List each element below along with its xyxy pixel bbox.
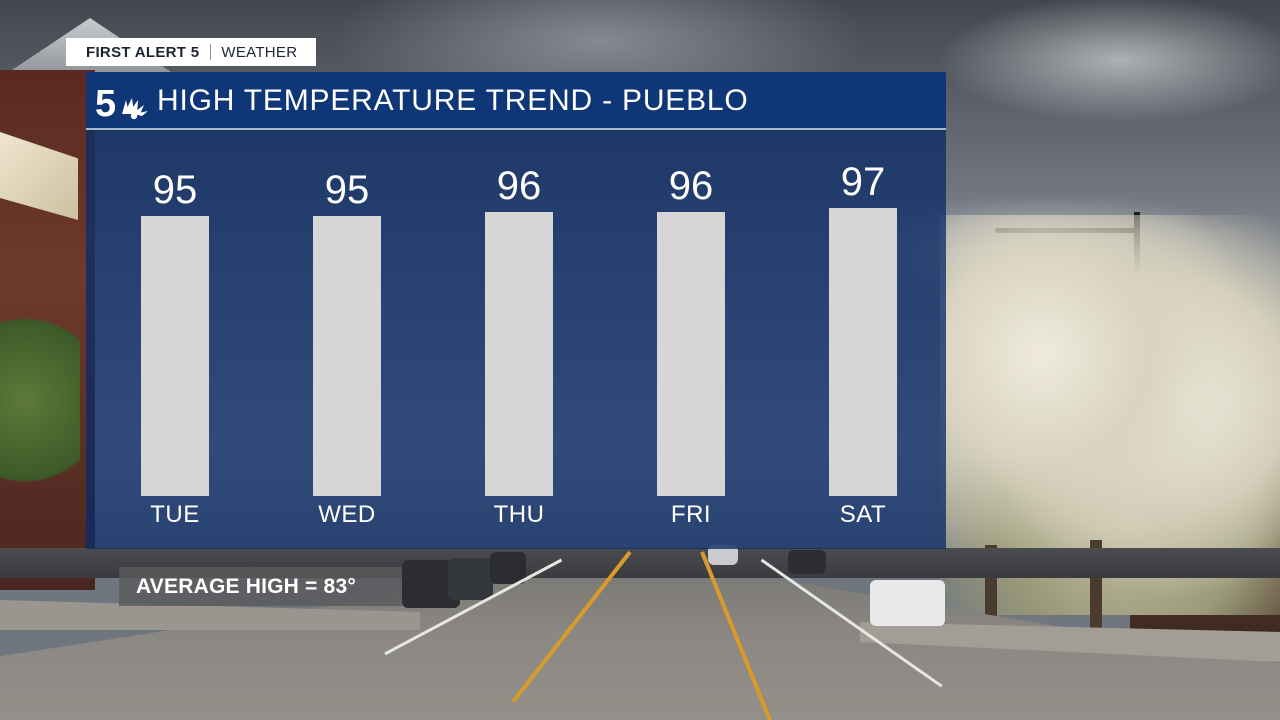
data-label-wed: 95 bbox=[325, 168, 370, 212]
data-label-fri: 96 bbox=[669, 164, 714, 208]
panel-header: 5 HIGH TEMPERATURE TREND - PUEBLO bbox=[86, 72, 946, 130]
tick-label-wed: WED bbox=[318, 501, 376, 528]
bar-wed bbox=[313, 216, 381, 496]
brand-name: FIRST ALERT 5 bbox=[86, 43, 200, 61]
data-label-tue: 95 bbox=[153, 168, 198, 212]
chart-title: HIGH TEMPERATURE TREND - PUEBLO bbox=[157, 84, 749, 117]
svg-text:5: 5 bbox=[95, 83, 116, 122]
bar-chart: 95 TUE 95 WED 96 THU 96 FRI 97 SAT bbox=[141, 160, 897, 528]
brand-section: WEATHER bbox=[221, 43, 298, 61]
bar-fri bbox=[657, 212, 725, 496]
bar-thu bbox=[485, 212, 553, 496]
tick-label-tue: TUE bbox=[150, 501, 200, 528]
average-high-badge: AVERAGE HIGH = 83° bbox=[119, 567, 402, 606]
distant-car bbox=[788, 550, 826, 574]
tree-left bbox=[0, 300, 80, 500]
bar-tue bbox=[141, 216, 209, 496]
brand-divider bbox=[210, 44, 212, 60]
chart-panel: 5 HIGH TEMPERATURE TREND - PUEBLO 95 TUE 9… bbox=[86, 72, 946, 549]
brand-tag: FIRST ALERT 5 WEATHER bbox=[66, 38, 316, 66]
bar-sat bbox=[829, 208, 897, 496]
tick-label-thu: THU bbox=[494, 501, 545, 528]
tick-label-fri: FRI bbox=[671, 501, 711, 528]
data-label-thu: 96 bbox=[497, 164, 542, 208]
white-car bbox=[870, 580, 945, 626]
parked-car bbox=[448, 558, 493, 600]
data-label-sat: 97 bbox=[841, 160, 886, 204]
tick-label-sat: SAT bbox=[840, 501, 886, 528]
nbc-5-peacock-icon: 5 bbox=[95, 83, 148, 122]
distant-car bbox=[708, 545, 738, 565]
parked-car bbox=[490, 552, 526, 584]
